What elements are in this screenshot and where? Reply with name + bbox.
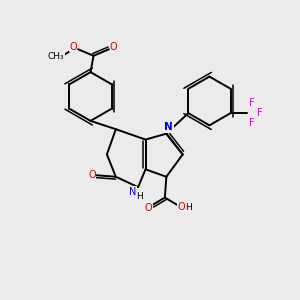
Text: H: H — [185, 203, 192, 212]
Text: F: F — [249, 118, 255, 128]
Text: O: O — [177, 202, 185, 212]
Text: CH₃: CH₃ — [48, 52, 64, 61]
Text: O: O — [88, 170, 96, 180]
Text: O: O — [69, 42, 77, 52]
Text: H: H — [136, 192, 143, 201]
Text: F: F — [249, 98, 255, 108]
Text: N: N — [164, 122, 173, 132]
Text: N: N — [129, 187, 136, 196]
Text: O: O — [109, 43, 117, 52]
Text: O: O — [145, 203, 152, 213]
Text: F: F — [256, 108, 262, 118]
